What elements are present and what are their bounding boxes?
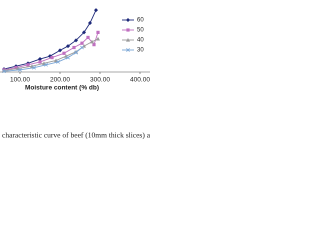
legend-marker xyxy=(126,28,130,32)
legend-marker-shape xyxy=(126,18,130,22)
legend-marker xyxy=(126,18,130,22)
legend-label: 50 xyxy=(137,28,144,34)
x-tick-label: 300.00 xyxy=(90,77,110,84)
x-tick-label: 400.00 xyxy=(130,77,150,84)
point xyxy=(96,30,100,34)
point xyxy=(66,55,70,60)
x-tick-label: 200.00 xyxy=(50,77,70,84)
point xyxy=(80,45,84,50)
point xyxy=(56,60,60,64)
legend-label: 60 xyxy=(137,18,144,24)
point xyxy=(72,45,76,50)
point xyxy=(50,56,54,60)
point xyxy=(74,49,78,54)
series-line xyxy=(3,38,99,72)
point xyxy=(86,35,90,40)
point xyxy=(26,63,30,67)
point xyxy=(38,60,42,64)
legend-marker xyxy=(126,38,130,42)
point xyxy=(32,65,36,70)
point xyxy=(66,44,70,49)
point xyxy=(74,38,78,43)
page: {"chart_data": { "type": "line", "x_labe… xyxy=(0,0,150,150)
legend-marker xyxy=(126,48,130,52)
point xyxy=(82,30,86,35)
point xyxy=(62,51,66,55)
chart: Moisture content (% db) characteristic c… xyxy=(0,8,150,140)
point xyxy=(94,8,98,13)
point xyxy=(2,69,6,74)
point xyxy=(18,67,22,72)
point xyxy=(44,62,48,67)
point xyxy=(90,39,94,44)
x-tick-label: 100.00 xyxy=(10,77,30,84)
legend-marker-shape xyxy=(126,48,130,52)
x-axis-title: Moisture content (% db) xyxy=(25,85,99,92)
point xyxy=(96,36,100,41)
point xyxy=(38,57,42,62)
legend-label: 30 xyxy=(137,48,144,54)
series-line xyxy=(3,32,99,71)
legend-marker-shape xyxy=(126,28,130,32)
point xyxy=(74,50,78,55)
point xyxy=(58,48,62,53)
point xyxy=(88,21,92,26)
legend-marker-shape xyxy=(126,38,130,42)
caption: characteristic curve of beef (10mm thick… xyxy=(2,131,150,140)
point xyxy=(80,41,84,45)
point xyxy=(14,66,18,70)
point xyxy=(92,43,96,47)
legend-label: 40 xyxy=(137,38,144,44)
series-line xyxy=(3,9,97,70)
